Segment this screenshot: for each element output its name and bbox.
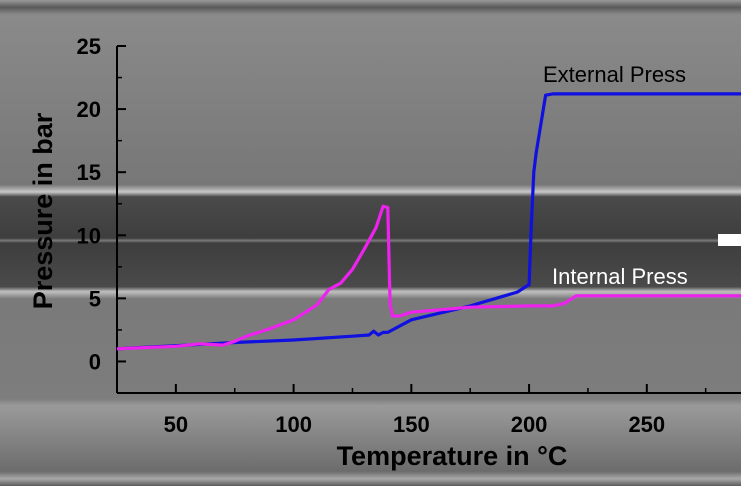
y-axis-title: Pressure in bar	[28, 112, 58, 309]
y-tick-label: 0	[89, 349, 101, 374]
x-tick-label: 250	[628, 412, 665, 437]
x-tick-label: 200	[511, 412, 548, 437]
y-tick-label: 10	[77, 223, 101, 248]
y-tick-label: 5	[89, 286, 101, 311]
x-tick-label: 100	[275, 412, 312, 437]
internal-press-label: Internal Press	[552, 264, 688, 289]
series-group	[116, 92, 741, 351]
white-marker	[718, 234, 741, 246]
x-tick-label: 50	[164, 412, 188, 437]
y-tick-label: 20	[77, 97, 101, 122]
y-tick-label: 25	[77, 34, 101, 59]
series-line-internal-press	[116, 204, 741, 351]
x-axis-title: Temperature in °C	[337, 441, 568, 471]
y-tick-label: 15	[77, 160, 101, 185]
series-line-external-press	[116, 92, 741, 351]
external-press-label: External Press	[543, 62, 686, 87]
axes: 0 5 10 15 20 25 50 100 150 200 250	[77, 34, 741, 437]
x-tick-label: 150	[393, 412, 430, 437]
